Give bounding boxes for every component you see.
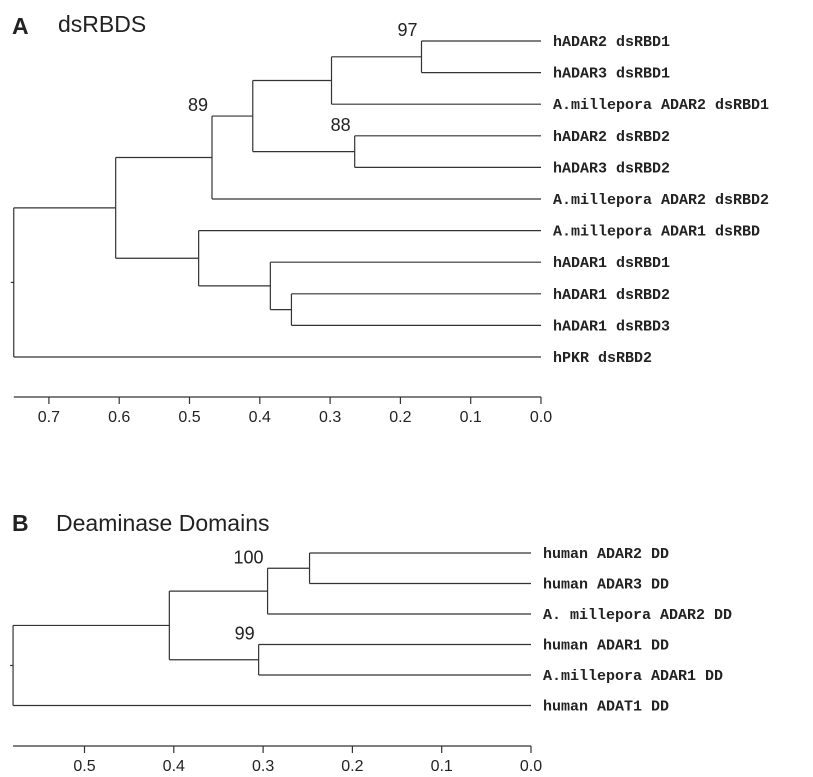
- leaf-label: hADAR1 dsRBD3: [553, 318, 670, 335]
- leaf-label: hPKR dsRBD2: [553, 350, 652, 367]
- axis-tick-label: 0.2: [341, 758, 363, 775]
- panel-a-title: dsRBDS: [58, 11, 146, 37]
- panel-b-distance-axis: 0.5 0.4 0.3 0.2 0.1 0.0: [13, 746, 542, 775]
- panel-a-distance-axis: 0.7 0.6 0.5 0.4 0.3 0.2 0.1 0.0: [14, 397, 552, 426]
- axis-tick-label: 0.4: [163, 758, 185, 775]
- panel-a-tree: hADAR2 dsRBD1 hADAR3 dsRBD1 97 A.millepora …: [11, 20, 769, 367]
- panel-b-title: Deaminase Domains: [56, 510, 269, 536]
- axis-tick-label: 0.2: [389, 409, 411, 426]
- axis-tick-label: 0.0: [530, 409, 552, 426]
- panel-b-deaminase-domains: B Deaminase Domains human ADAR2 DDhuman …: [10, 510, 732, 775]
- bootstrap-value: 100: [234, 547, 264, 567]
- leaf-label: A.millepora ADAR1 DD: [543, 668, 723, 685]
- leaf-label: hADAR1 dsRBD1: [553, 255, 670, 272]
- leaf-label: A.millepora ADAR2 dsRBD2: [553, 192, 769, 209]
- leaf-label: A.millepora ADAR1 dsRBD: [553, 224, 760, 241]
- bootstrap-value: 88: [331, 115, 351, 135]
- leaf-label: human ADAR2 DD: [543, 546, 669, 563]
- panel-a-dsrbds: A dsRBDS hADAR2 dsRBD1 hADAR3 dsRBD1 97 A.m…: [11, 11, 769, 426]
- axis-tick-label: 0.4: [249, 409, 271, 426]
- axis-tick-label: 0.1: [431, 758, 453, 775]
- leaf-label: A. millepora ADAR2 DD: [543, 607, 732, 624]
- leaf-label: hADAR2 dsRBD2: [553, 129, 670, 146]
- leaf-label: human ADAT1 DD: [543, 699, 669, 716]
- panel-a-letter: A: [12, 13, 29, 39]
- leaf-label: human ADAR3 DD: [543, 577, 669, 594]
- axis-tick-label: 0.7: [38, 409, 60, 426]
- leaf-label: hADAR1 dsRBD2: [553, 287, 670, 304]
- axis-tick-label: 0.5: [178, 409, 200, 426]
- leaf-label: hADAR3 dsRBD2: [553, 160, 670, 177]
- axis-tick-label: 0.3: [252, 758, 274, 775]
- axis-tick-label: 0.0: [520, 758, 542, 775]
- leaf-label: hADAR3 dsRBD1: [553, 66, 670, 83]
- bootstrap-value: 89: [188, 95, 208, 115]
- bootstrap-value: 99: [235, 624, 255, 644]
- bootstrap-value: 97: [397, 20, 417, 40]
- axis-tick-label: 0.5: [73, 758, 95, 775]
- axis-tick-label: 0.3: [319, 409, 341, 426]
- panel-b-tree: human ADAR2 DD human ADAR3 DD A. millepora…: [10, 546, 732, 716]
- axis-tick-label: 0.1: [460, 409, 482, 426]
- leaf-label: human ADAR1 DD: [543, 638, 669, 655]
- axis-tick-label: 0.6: [108, 409, 130, 426]
- leaf-label: hADAR2 dsRBD1: [553, 34, 670, 51]
- panel-b-letter: B: [12, 510, 29, 536]
- leaf-label: A.millepora ADAR2 dsRBD1: [553, 97, 769, 114]
